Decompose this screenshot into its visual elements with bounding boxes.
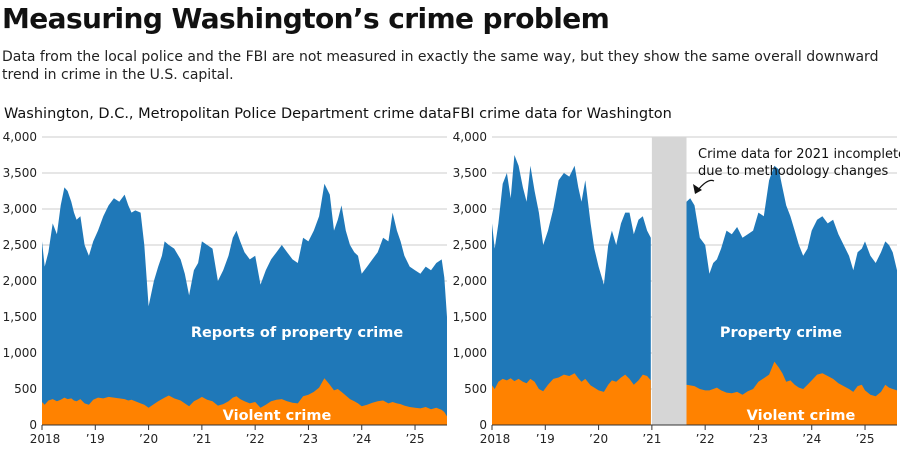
x-tick-label: 2018: [480, 432, 511, 446]
y-tick-label: 3,500: [3, 166, 37, 180]
violent-area: [42, 378, 447, 425]
x-tick-label: ’25: [855, 432, 874, 446]
property-crime-label: Property crime: [720, 325, 842, 341]
y-tick-label: 2,500: [453, 238, 487, 252]
page-subtitle: Data from the local police and the FBI a…: [2, 49, 879, 83]
y-tick-label: 3,000: [3, 202, 37, 216]
gap-band: [651, 137, 687, 425]
property-area: [686, 165, 897, 426]
x-tick-label: ’19: [536, 432, 555, 446]
x-tick-label: ’25: [405, 432, 424, 446]
y-tick-label: 3,000: [453, 202, 487, 216]
x-tick-label: ’21: [642, 432, 661, 446]
y-tick-label: 0: [479, 418, 487, 432]
x-tick-label: ’24: [352, 432, 371, 446]
y-tick-label: 1,500: [3, 310, 37, 324]
y-tick-label: 4,000: [3, 130, 37, 144]
y-tick-label: 0: [29, 418, 37, 432]
y-tick-label: 1,000: [453, 346, 487, 360]
y-tick-label: 1,500: [453, 310, 487, 324]
page-title: Measuring Washington’s crime problem: [2, 2, 610, 35]
violent-crime-label: Violent crime: [223, 408, 332, 424]
y-tick-label: 1,000: [3, 346, 37, 360]
gap-note-line-1: Crime data for 2021 incomplete: [698, 147, 900, 162]
y-tick-label: 2,000: [453, 274, 487, 288]
x-tick-label: ’23: [749, 432, 768, 446]
chart-title-fbi: FBI crime data for Washington: [452, 106, 672, 122]
x-tick-label: ’20: [589, 432, 608, 446]
property-area: [492, 155, 651, 425]
chart-title-mpd: Washington, D.C., Metropolitan Police De…: [4, 106, 452, 122]
gap-note-line-2: due to methodology changes: [698, 164, 888, 179]
gap-note-arrow: [697, 179, 715, 191]
x-tick-label: ’24: [802, 432, 821, 446]
y-tick-label: 4,000: [453, 130, 487, 144]
y-tick-label: 3,500: [453, 166, 487, 180]
chart-fbi: 0 500 1,000 1,500 2,000 2,500 3,000 3,500 4,000 C…: [453, 130, 900, 446]
property-crime-label: Reports of property crime: [191, 325, 404, 341]
property-area: [42, 183, 447, 425]
gap-note-arrowhead: [693, 184, 702, 194]
y-tick-label: 500: [464, 382, 487, 396]
y-tick-label: 500: [14, 382, 37, 396]
chart-mpd: 0 500 1,000 1,500 2,000 2,500 3,000 3,500 4,000 2…: [3, 130, 447, 446]
x-tick-label: ’21: [192, 432, 211, 446]
y-tick-label: 2,000: [3, 274, 37, 288]
x-tick-label: ’22: [696, 432, 715, 446]
x-tick-label: ’20: [139, 432, 158, 446]
violent-area: [492, 373, 651, 425]
x-tick-label: ’23: [299, 432, 318, 446]
violent-crime-label: Violent crime: [747, 408, 856, 424]
violent-area: [686, 361, 897, 425]
x-tick-label: 2018: [30, 432, 61, 446]
y-tick-label: 2,500: [3, 238, 37, 252]
x-tick-label: ’19: [86, 432, 105, 446]
x-tick-label: ’22: [246, 432, 265, 446]
